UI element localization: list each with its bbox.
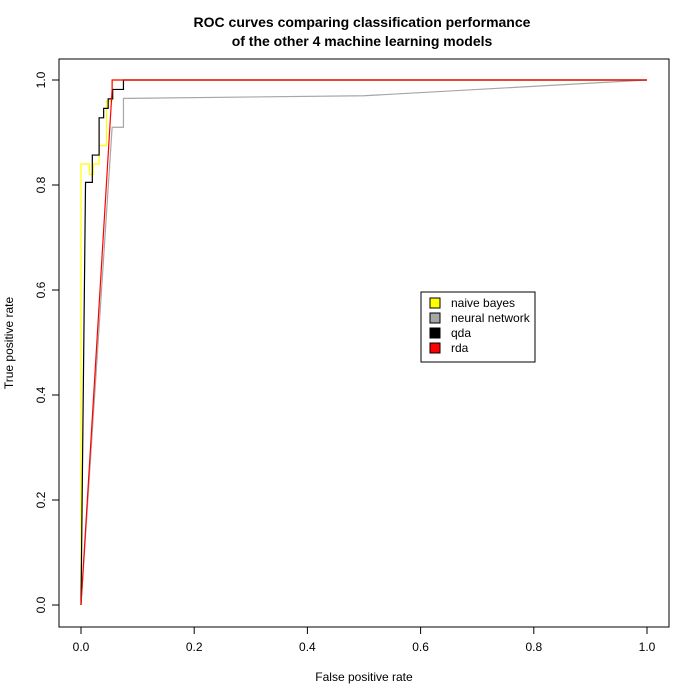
legend-swatch-naive-bayes xyxy=(429,297,441,309)
x-tick-label: 0.8 xyxy=(525,640,542,654)
y-tick-label: 0.6 xyxy=(34,281,48,298)
y-axis-label: True positive rate xyxy=(2,297,16,390)
series-layer xyxy=(80,79,648,606)
series-line-rda xyxy=(80,79,647,606)
x-tick-label: 0.6 xyxy=(412,640,429,654)
x-tick-label: 1.0 xyxy=(639,640,656,654)
chart-subtitle: of the other 4 machine learning models xyxy=(232,33,493,49)
legend-swatch-rda xyxy=(429,342,441,354)
plot-frame xyxy=(58,58,670,628)
legend-swatch-qda xyxy=(429,327,441,339)
x-axis-label: False positive rate xyxy=(315,670,413,684)
x-axis: 0.0 0.2 0.4 0.6 0.8 1.0 xyxy=(73,626,656,654)
series-line-neural-network xyxy=(80,79,648,606)
y-tick-label: 0.0 xyxy=(34,596,48,613)
x-tick-label: 0.0 xyxy=(73,640,90,654)
legend-label-naive-bayes: naive bayes xyxy=(451,296,515,310)
x-tick-label: 0.2 xyxy=(186,640,203,654)
chart-title: ROC curves comparing classification perf… xyxy=(194,14,531,30)
y-tick-label: 0.4 xyxy=(34,386,48,403)
x-tick-label: 0.4 xyxy=(299,640,316,654)
legend-label-rda: rda xyxy=(451,341,469,355)
series-line-qda xyxy=(80,79,647,606)
series-line-naive-bayes xyxy=(80,79,647,605)
legend-swatch-neural-network xyxy=(429,312,441,324)
y-tick-label: 0.8 xyxy=(34,176,48,193)
legend-label-qda: qda xyxy=(451,326,471,340)
y-axis: 0.0 0.2 0.4 0.6 0.8 1.0 xyxy=(34,71,60,613)
y-tick-label: 1.0 xyxy=(34,71,48,88)
y-tick-label: 0.2 xyxy=(34,491,48,508)
legend-label-neural-network: neural network xyxy=(451,311,531,325)
